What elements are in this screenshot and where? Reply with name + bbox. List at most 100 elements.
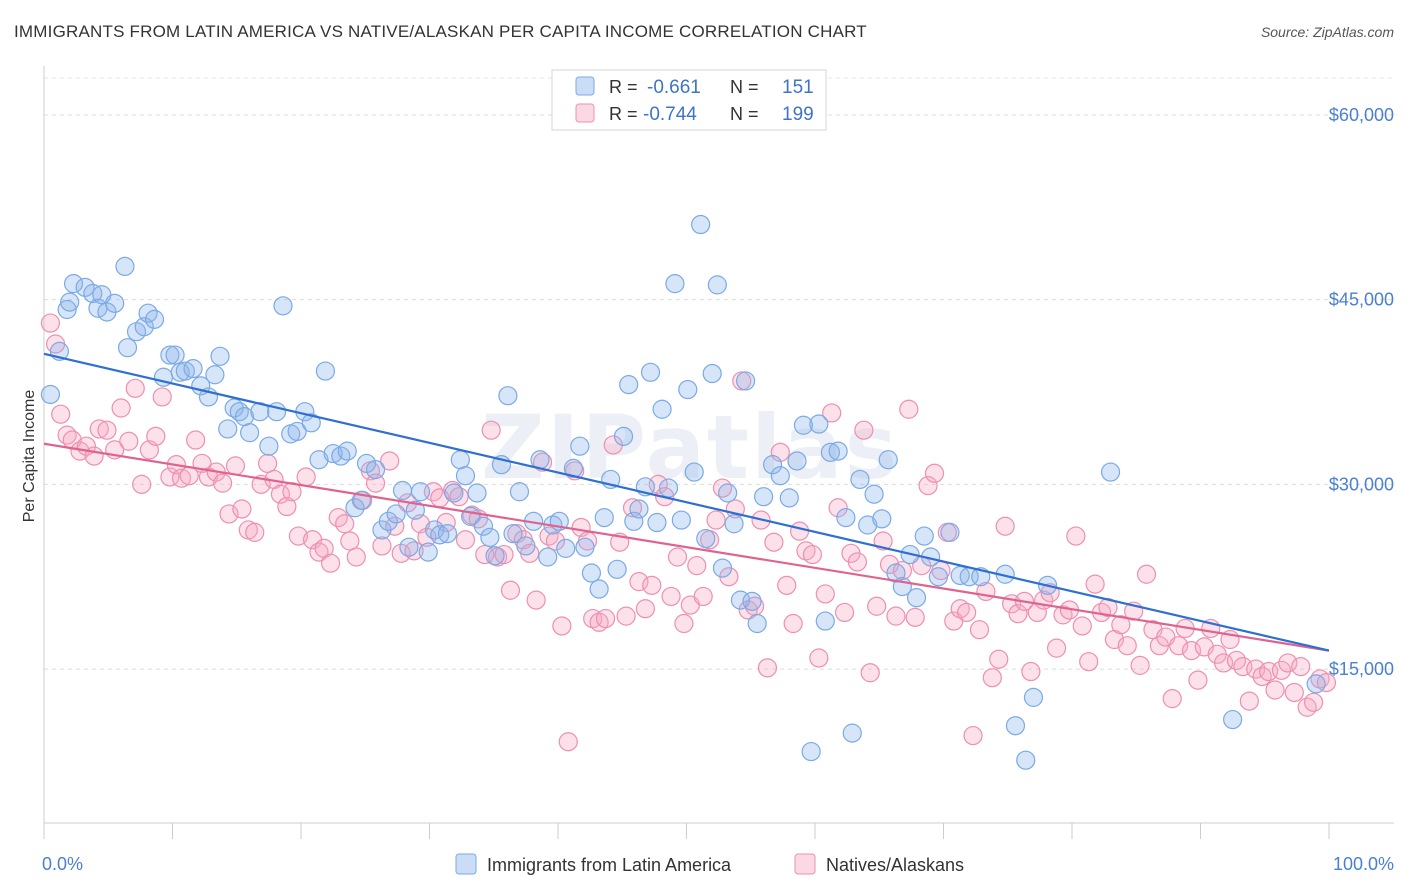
data-point [1316,673,1337,693]
data-point [232,499,252,519]
data-point [982,668,1002,688]
data-point [132,474,152,494]
legend-n-value-1: 151 [782,77,814,98]
data-point [995,516,1015,536]
data-point [842,723,862,743]
data-point [111,398,131,418]
data-point [742,591,762,611]
data-point [575,537,595,557]
data-point [213,473,233,493]
data-point [783,613,803,634]
data-point [724,514,744,534]
data-point [969,620,990,640]
data-point [444,483,464,503]
data-point [539,526,559,546]
legend-n-label-1: N = [730,77,759,97]
y-tick-label: $45,000 [1329,290,1394,310]
data-point [762,455,783,475]
data-point [320,553,341,573]
data-point [277,496,297,517]
data-point [815,584,835,604]
data-point [801,741,821,762]
data-point [1021,661,1041,682]
data-point [365,459,386,480]
data-point [1303,692,1324,712]
data-point [878,450,898,470]
data-point [410,482,431,502]
data-point [455,530,476,550]
data-point [707,275,727,295]
x-tick-label-min: 0.0% [42,854,83,874]
data-point [340,531,360,551]
watermark: ZIPatlas [481,396,899,499]
data-point [1053,605,1073,625]
data-point [924,463,945,483]
data-point [337,441,357,461]
data-point [345,498,365,518]
data-point [455,466,476,486]
data-point [205,365,225,385]
data-point [509,482,530,502]
trend-line-natives [43,442,1330,652]
legend-r-label-2: R = [609,104,638,124]
data-point [225,456,246,476]
data-point [1100,462,1121,482]
data-point [526,590,546,610]
data-point [906,588,927,608]
y-axis-label: Per Capita Income [21,390,38,523]
data-point [558,732,578,752]
data-point [257,453,278,474]
data-point [500,580,521,600]
data-point [950,599,970,619]
data-point [1016,750,1036,770]
data-point [1162,689,1182,709]
data-point [563,458,584,478]
data-point [820,442,841,462]
data-point [787,451,807,471]
data-point [815,611,835,631]
data-point [1265,680,1285,700]
data-point [437,524,458,544]
data-point [404,541,424,561]
data-point [552,616,572,636]
data-point [1169,636,1189,656]
data-point [287,421,307,442]
data-point [886,606,906,626]
data-point [1111,615,1131,635]
data-point [480,527,500,547]
data-point [175,361,195,381]
data-point [60,292,80,312]
data-point [796,541,816,561]
data-point [696,528,716,549]
data-point [860,663,880,683]
data-point [75,277,95,297]
bottom-legend-label-blue: Immigrants from Latin America [487,855,732,875]
data-point [1072,616,1092,636]
data-point [581,563,602,583]
data-point [473,516,494,536]
data-point [485,546,505,566]
data-point [914,526,934,546]
data-point [809,648,829,668]
data-point [809,414,829,434]
chart-title: IMMIGRANTS FROM LATIN AMERICA VS NATIVE/… [14,22,867,41]
data-point [661,586,681,607]
series-immigrants-latin-america [40,214,1326,770]
data-point [171,468,192,488]
data-point [51,404,71,424]
data-point [940,522,960,542]
data-point [764,532,784,552]
legend-n-value-2: 199 [782,104,814,125]
data-point [481,420,501,440]
data-point [386,504,406,524]
data-point [378,511,398,531]
data-point [1306,674,1326,694]
data-point [867,596,887,616]
data-point [854,420,874,440]
data-point [828,441,848,461]
data-point [210,346,230,366]
data-point [1284,682,1304,703]
data-point [858,515,878,535]
data-point [757,658,778,678]
